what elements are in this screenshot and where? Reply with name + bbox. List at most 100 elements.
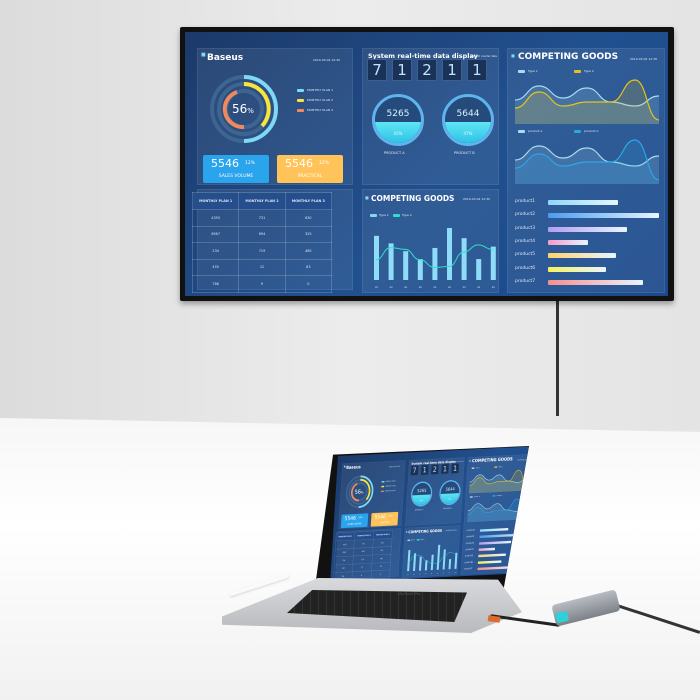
kpi-card: 5546 12% PRACTICAL	[370, 511, 399, 527]
product-label: product3	[515, 225, 536, 231]
kpi-label: PRACTICAL	[379, 521, 390, 525]
realtime-subtitle: daily hit counter data	[470, 55, 497, 58]
legend-swatch	[380, 490, 384, 493]
chart-legend-label: product b	[584, 129, 599, 133]
product-bar	[548, 213, 659, 219]
product-label: product7	[515, 278, 536, 284]
donut-ring-plan-2	[360, 478, 371, 501]
product-label: product6	[515, 265, 536, 271]
kpi-percent: 12%	[319, 161, 330, 166]
table-row: 455 12 83	[191, 258, 333, 276]
table-cell: 630	[284, 209, 333, 227]
legend-type-1: Type 1	[411, 538, 416, 541]
right-panel-timestamp: 2019-03-02 12:30	[630, 57, 658, 61]
bar-tick-label: xx	[443, 572, 445, 574]
bar	[448, 559, 452, 570]
wave-chart	[515, 79, 659, 124]
flip-digit: 1	[440, 463, 450, 475]
bar-panel-timestamp: 2019-03-02 12:30	[463, 197, 491, 201]
donut-ring-plan-1	[358, 475, 374, 509]
gauge-fill	[445, 122, 491, 143]
table-cell: 0	[370, 569, 391, 579]
bar-tick-label: xx	[463, 286, 466, 289]
bar-tick-label: xx	[375, 286, 378, 289]
gauge-value: 5644	[445, 487, 455, 493]
bar	[447, 228, 452, 280]
kpi-card: 5546 12% SALES VOLUME	[340, 513, 369, 529]
table-cell: 325	[284, 225, 333, 243]
bar-chart-panel	[362, 189, 499, 293]
bar	[442, 549, 446, 570]
flip-digit: 7	[367, 59, 387, 81]
bar	[461, 238, 467, 280]
chart-legend-label: Type 2	[498, 465, 503, 468]
wave-area	[515, 86, 659, 124]
product-label: product4	[465, 548, 474, 552]
flip-digit: 1	[450, 462, 460, 474]
brand-logo: Baseus	[207, 53, 244, 63]
bar-line-chart: xx xx xx xx xx xx xx xx xx	[374, 228, 496, 289]
table-cell: 731	[238, 209, 286, 227]
table-cell: 234	[191, 242, 240, 260]
wave-line	[515, 145, 659, 167]
competing-goods-panel	[507, 48, 665, 293]
legend-type-1: Type 1	[379, 213, 389, 217]
kpi-value: 5546	[374, 513, 387, 521]
legend-swatch	[469, 496, 473, 498]
gauge-value: 5644	[456, 109, 480, 119]
chart-legend-label: Type 1	[475, 466, 480, 469]
flip-digit: 7	[410, 464, 419, 476]
table-cell: 83	[284, 258, 333, 276]
donut-legend-label: MONTHLY PLAN 1	[307, 88, 334, 92]
donut-chart	[345, 475, 374, 509]
table-cell: 4355	[191, 209, 240, 227]
product-label: product4	[515, 238, 536, 244]
gauge-label: PRODUCT A	[384, 151, 405, 155]
wave-area	[515, 146, 659, 184]
gauge-label: PRODUCT B	[454, 151, 475, 155]
wave-line	[469, 469, 528, 490]
bar-tick-label: xx	[425, 573, 427, 575]
flip-digit: 2	[417, 59, 437, 81]
laptop-screen: ■ Baseus 2019-03-02 12:30 56% MONTHLY PL…	[316, 446, 529, 590]
kpi-percent: 12%	[388, 515, 393, 518]
chart-legend-label: product b	[496, 494, 503, 497]
legend-swatch	[297, 89, 304, 92]
table-cell: 894	[238, 225, 286, 243]
bar-tick-label: xx	[477, 286, 480, 289]
wave-line	[515, 85, 659, 107]
bar-tick-label: xx	[431, 573, 433, 575]
gauge-product-b: 5644 47%	[442, 94, 494, 146]
wave-line	[467, 498, 526, 518]
bar	[417, 259, 423, 280]
bar	[432, 247, 438, 280]
kpi-percent: 12%	[358, 516, 363, 520]
product-label: product6	[464, 561, 473, 564]
donut-percent: 56%	[354, 488, 364, 496]
wave-area	[468, 474, 529, 494]
bar	[403, 251, 409, 280]
flip-digit: 1	[467, 59, 487, 81]
kpi-card: 5546 12% PRACTICAL	[277, 155, 343, 183]
table-cell: 485	[284, 242, 333, 260]
legend-swatch	[492, 495, 496, 497]
product-bar	[548, 239, 588, 245]
wave-chart	[467, 498, 527, 523]
table-cell: 12	[238, 258, 286, 276]
kpi-label: PRACTICAL	[297, 174, 323, 179]
bar-tick-label: xx	[433, 286, 436, 289]
kpi-label: SALES VOLUME	[347, 522, 362, 526]
bar-tick-label: xx	[437, 572, 439, 574]
laptop-dashboard-screen: ■ Baseus 2019-03-02 12:30 56% MONTHLY PL…	[330, 446, 529, 583]
chart-legend-label: Type 2	[584, 69, 594, 73]
tv-cable	[556, 296, 559, 416]
table-cell: 455	[191, 258, 240, 276]
donut-ring-plan-3	[351, 482, 360, 502]
table-cell: 9	[238, 275, 286, 293]
table-header: MONTHLY PLAN 3	[284, 192, 333, 210]
realtime-title: System real-time data display	[368, 52, 478, 60]
legend-swatch	[518, 70, 525, 73]
gauge-label: PRODUCT B	[443, 507, 452, 510]
donut-ring-plan-2	[243, 82, 271, 128]
table-cell: 0	[284, 275, 333, 293]
